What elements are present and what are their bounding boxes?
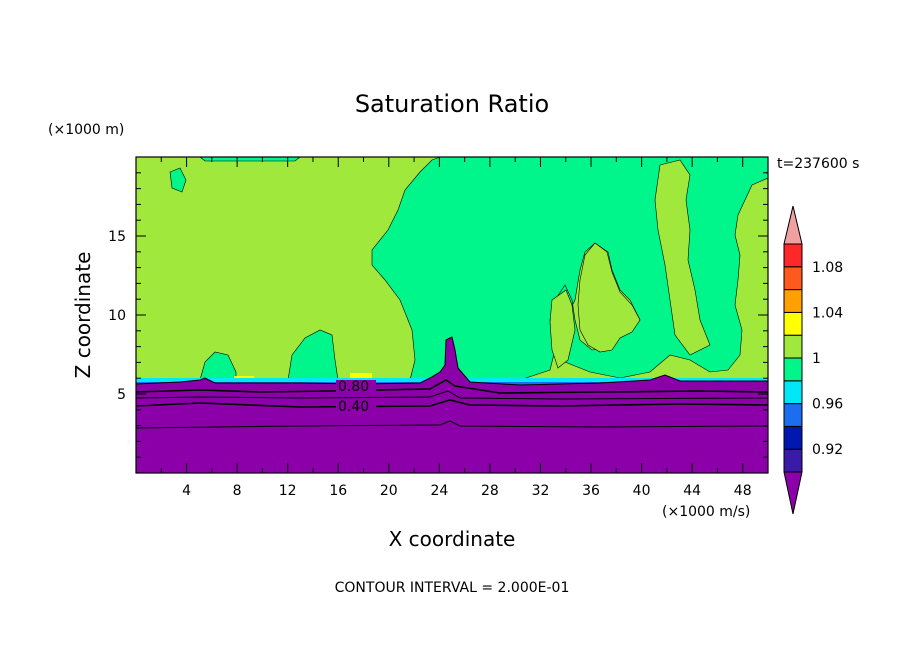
contour-line-0.40 — [135, 399, 769, 408]
x-tick-label: 40 — [633, 483, 651, 499]
y-tick-label: 5 — [117, 387, 126, 403]
colorbar-swatch — [783, 311, 803, 336]
x-tick-label: 24 — [430, 483, 448, 499]
colorbar-swatch — [783, 243, 803, 268]
colorbar-swatch — [783, 357, 803, 382]
field-yellow-patch-2 — [350, 373, 372, 380]
colorbar-max-triangle — [783, 205, 803, 245]
field-low-region — [135, 336, 769, 474]
colorbar-label: 0.92 — [812, 442, 843, 458]
contour-label-bg-2 — [336, 399, 376, 413]
colorbar-label: 0.96 — [812, 397, 843, 413]
field-island-right-lower — [549, 289, 576, 369]
x-tick-label: 32 — [532, 483, 550, 499]
x-tick-label: 48 — [734, 483, 752, 499]
colorbar-label: 1.08 — [812, 260, 843, 276]
plot-field — [135, 156, 769, 474]
y-unit-label: (×1000 m) — [48, 122, 124, 138]
x-tick-label: 4 — [182, 483, 191, 499]
y-axis-ticks: 5 10 15 — [108, 172, 768, 474]
field-island-right — [577, 242, 641, 353]
field-supersat-bump-1 — [287, 329, 339, 381]
colorbar-swatch — [783, 380, 803, 405]
colorbar-swatch — [783, 448, 803, 473]
y-tick-label: 10 — [108, 308, 126, 324]
chart-title: Saturation Ratio — [355, 90, 549, 118]
x-tick-label: 36 — [582, 483, 600, 499]
colorbar-swatch — [783, 289, 803, 313]
y-axis-title: Z coordinate — [71, 252, 95, 379]
contour-line-0.20 — [135, 420, 769, 429]
contour-interval-note: CONTOUR INTERVAL = 2.000E-01 — [335, 580, 570, 596]
colorbar-min-triangle — [783, 471, 803, 515]
colorbar-swatch — [783, 334, 803, 359]
contour-label-0.40: 0.40 — [338, 399, 369, 415]
x-tick-label: 28 — [481, 483, 499, 499]
y-tick-label: 15 — [108, 229, 126, 245]
x-tick-label: 20 — [380, 483, 398, 499]
contour-label-bg-1 — [336, 380, 376, 394]
x-tick-label: 8 — [233, 483, 242, 499]
colorbar-label: 1.04 — [812, 305, 843, 321]
field-supersat-speck-1 — [169, 167, 187, 193]
x-tick-label: 16 — [329, 483, 347, 499]
colorbar-swatch — [783, 425, 803, 450]
x-axis-ticks: 4 8 12 16 20 24 28 32 36 40 44 48 — [135, 157, 769, 499]
contour-line-0.60 — [135, 390, 769, 400]
colorbar: 1.08 1.04 1 0.96 0.92 — [783, 205, 843, 515]
x-axis-title: X coordinate — [389, 527, 516, 551]
field-island-right-top — [654, 159, 711, 356]
colorbar-swatch — [783, 403, 803, 427]
x-tick-label: 12 — [279, 483, 297, 499]
contour-label-0.80: 0.80 — [338, 379, 369, 395]
colorbar-swatch — [783, 266, 803, 291]
x-tick-label: 44 — [683, 483, 701, 499]
contour-line-0.80 — [135, 379, 769, 394]
colorbar-label: 1 — [812, 351, 821, 367]
time-label: t=237600 s — [777, 156, 859, 172]
x-unit-label: (×1000 m/s) — [662, 504, 750, 520]
